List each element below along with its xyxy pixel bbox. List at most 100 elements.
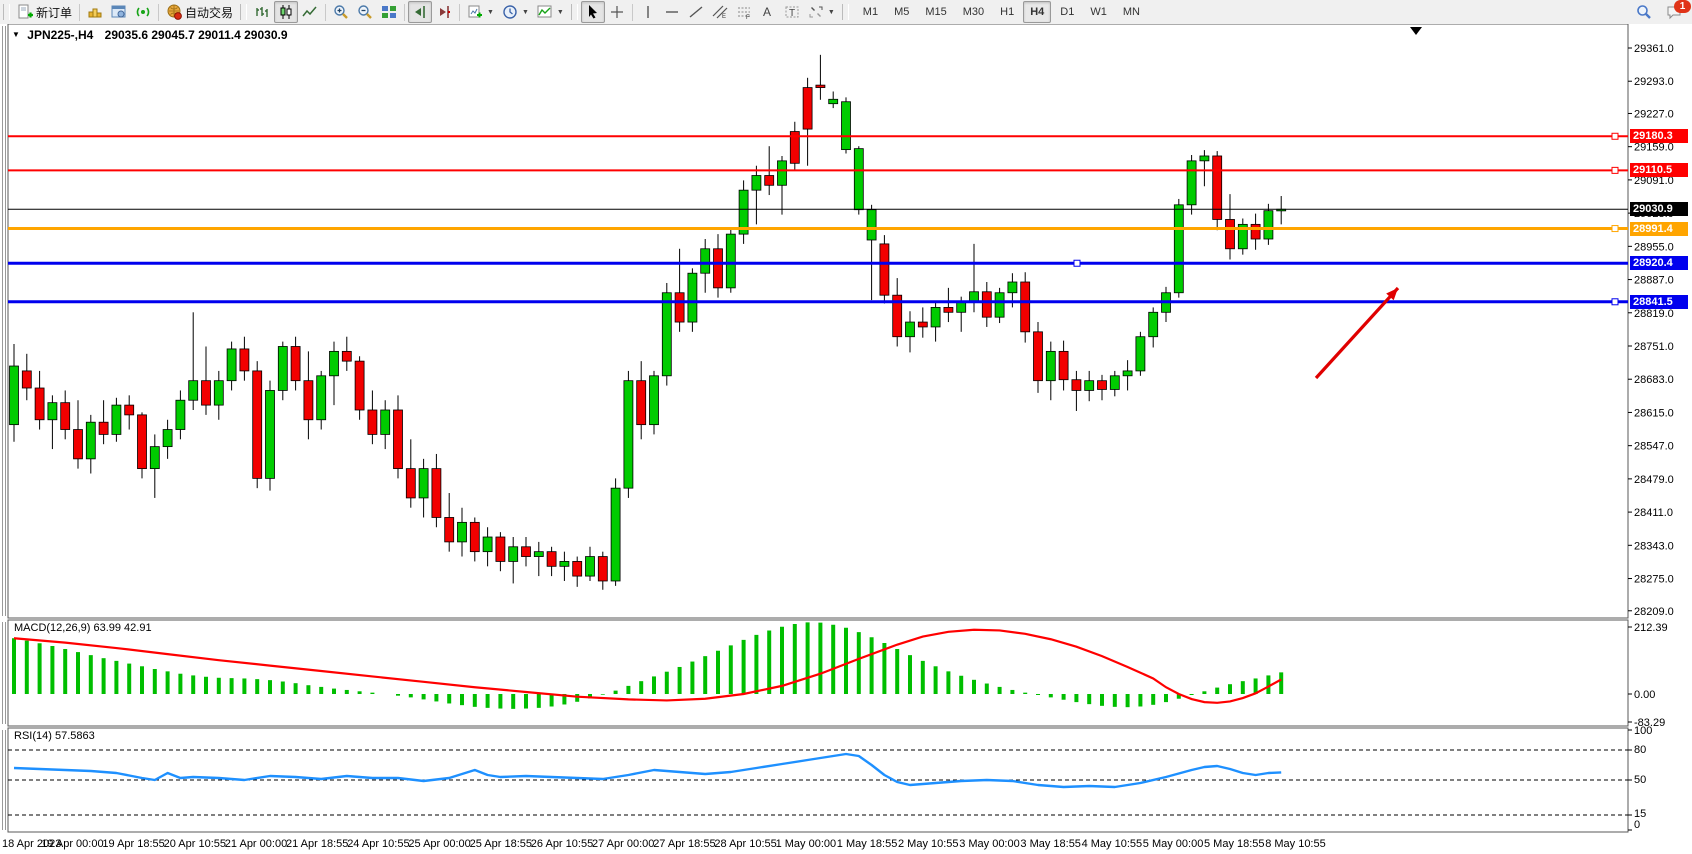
horizontal-line-button[interactable] xyxy=(660,1,684,23)
price-tick-label: 28479.0 xyxy=(1634,474,1674,486)
price-tick-label: 28751.0 xyxy=(1634,341,1674,353)
time-axis-label: 3 May 18:55 xyxy=(1020,838,1081,850)
indicators-button[interactable]: ▼ xyxy=(533,1,568,23)
price-tick-label: 29361.0 xyxy=(1634,43,1674,55)
tf-button-MN[interactable]: MN xyxy=(1122,6,1140,18)
candle xyxy=(508,546,519,562)
separator xyxy=(459,3,461,21)
notifications-button[interactable]: 1 xyxy=(1662,0,1691,23)
zoom-out-button[interactable] xyxy=(353,1,377,23)
tf-button-M1[interactable]: M1 xyxy=(862,6,879,18)
trend-arrow[interactable] xyxy=(1314,286,1400,380)
candle xyxy=(1109,375,1120,390)
candlestick-icon xyxy=(280,5,292,19)
bar-chart-icon xyxy=(256,7,268,17)
candle xyxy=(649,375,659,426)
new-chart-button[interactable]: ▼ xyxy=(463,1,498,23)
timeframe-toolbar: M1 M5 M15 M30 H1 H4 D1 W1 MN xyxy=(856,1,1147,23)
zoom-in-button[interactable] xyxy=(329,1,353,23)
macd-panel[interactable] xyxy=(7,619,1629,727)
candle xyxy=(802,87,813,130)
candle xyxy=(853,148,864,211)
toolbar-grip[interactable] xyxy=(570,4,578,20)
macd-label: MACD(12,26,9) 63.99 42.91 xyxy=(14,622,152,634)
crosshair-button[interactable] xyxy=(605,1,629,23)
toolbar-grip[interactable] xyxy=(841,4,849,20)
new-chart-icon xyxy=(468,5,483,18)
auto-scroll-button[interactable] xyxy=(432,1,456,23)
tf-button-M5[interactable]: M5 xyxy=(894,6,910,18)
new-order-label: 新订单 xyxy=(36,5,73,20)
toolbar-grip[interactable] xyxy=(3,4,10,20)
tf-button-W1[interactable]: W1 xyxy=(1090,6,1107,18)
strategy-tester-button[interactable] xyxy=(131,1,155,23)
symbol-collapse-icon[interactable]: ▼ xyxy=(12,30,20,39)
level-handle[interactable] xyxy=(1611,166,1619,174)
candle xyxy=(1122,370,1133,377)
time-marker-icon[interactable] xyxy=(1410,27,1422,35)
main-panel[interactable] xyxy=(7,24,1629,619)
time-axis-label: 25 Apr 00:00 xyxy=(408,838,470,850)
candle xyxy=(930,307,941,328)
tf-button-H1[interactable]: H1 xyxy=(1000,6,1015,18)
fibonacci-button[interactable]: F xyxy=(732,1,756,23)
tf-button-M30[interactable]: M30 xyxy=(962,6,985,18)
time-axis-label: 19 Apr 00:00 xyxy=(41,838,103,850)
chart-canvas[interactable]: 29361.029293.029227.029159.029091.029023… xyxy=(0,24,1692,854)
level-handle[interactable] xyxy=(1611,298,1619,306)
price-tick-label: 29227.0 xyxy=(1634,108,1674,120)
auto-trading-button[interactable]: 自动交易 xyxy=(162,1,237,23)
trendline-button[interactable] xyxy=(684,1,708,23)
candle xyxy=(674,292,685,323)
time-axis-label: 21 Apr 00:00 xyxy=(225,838,287,850)
cursor-button[interactable] xyxy=(580,1,605,23)
search-button[interactable] xyxy=(1632,1,1656,23)
equidistant-channel-button[interactable]: E xyxy=(708,1,732,23)
tile-windows-button[interactable] xyxy=(377,1,401,23)
candle xyxy=(393,409,403,470)
candle xyxy=(226,348,237,382)
time-axis-label: 5 May 18:55 xyxy=(1204,838,1265,850)
toolbar-grip[interactable] xyxy=(240,4,248,20)
candlestick-mode-button[interactable] xyxy=(274,1,299,23)
candle xyxy=(981,291,992,318)
candle xyxy=(213,380,224,406)
line-chart-mode-button[interactable] xyxy=(298,1,322,23)
price-tick-label: 28275.0 xyxy=(1634,574,1674,586)
candle xyxy=(1263,210,1274,240)
candle xyxy=(252,370,263,479)
current-price-badge: 29030.9 xyxy=(1630,202,1688,217)
level-handle[interactable] xyxy=(1611,225,1619,233)
macd-tick-label: 0.00 xyxy=(1634,689,1655,701)
tf-button-D1[interactable]: D1 xyxy=(1060,6,1075,18)
trend-arrow-head[interactable] xyxy=(1386,288,1398,301)
period-dropdown[interactable]: ▼ xyxy=(521,8,529,16)
bar-chart-mode-button[interactable] xyxy=(250,1,274,23)
arrows-button[interactable]: ▼ xyxy=(804,1,839,23)
new-chart-dropdown[interactable]: ▼ xyxy=(487,8,494,16)
zoom-in-icon xyxy=(334,5,348,19)
data-window-button[interactable] xyxy=(107,1,131,23)
level-handle[interactable] xyxy=(1611,132,1619,140)
macd-tick-label: -83.29 xyxy=(1634,717,1665,729)
chart-shift-button[interactable] xyxy=(408,1,433,23)
tf-button-M15[interactable]: M15 xyxy=(925,6,947,18)
vertical-line-button[interactable] xyxy=(636,1,660,23)
level-handle[interactable] xyxy=(1073,259,1081,267)
text-button[interactable]: A xyxy=(756,1,780,23)
text-label-button[interactable]: T xyxy=(780,1,804,23)
indicators-dropdown[interactable]: ▼ xyxy=(556,8,564,16)
period-button[interactable]: ▼ xyxy=(498,1,533,23)
new-order-button[interactable]: 新订单 xyxy=(13,1,76,23)
candle xyxy=(661,292,672,377)
auto-trading-label: 自动交易 xyxy=(185,5,234,20)
candle xyxy=(559,561,570,567)
time-axis-label: 4 May 10:55 xyxy=(1082,838,1143,850)
tf-button-H4[interactable]: H4 xyxy=(1023,1,1052,23)
arrows-dropdown[interactable]: ▼ xyxy=(827,8,835,16)
candle xyxy=(124,404,135,416)
candle xyxy=(175,399,186,430)
shapes-icon xyxy=(809,6,823,18)
new-order-icon xyxy=(18,4,33,19)
market-watch-button[interactable] xyxy=(83,1,107,23)
